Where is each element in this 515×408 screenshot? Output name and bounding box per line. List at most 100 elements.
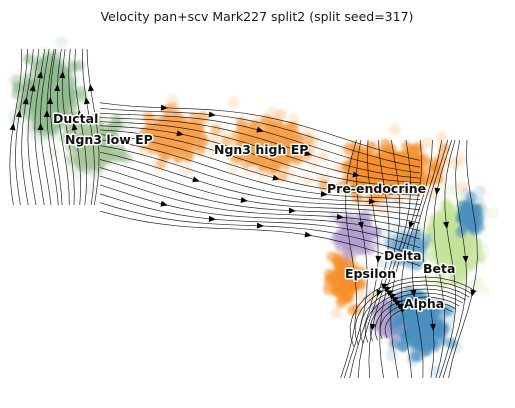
cell-point (247, 151, 259, 163)
cell-point (366, 161, 378, 172)
cell-point (207, 132, 220, 145)
cell-point (378, 256, 391, 269)
stream-arrowhead (429, 323, 436, 331)
stream-arrowhead (304, 231, 312, 238)
velocity-streamlines (9, 48, 478, 379)
cell-point (47, 147, 59, 160)
streamline (99, 107, 421, 168)
cell-point (76, 91, 88, 103)
cell-point (122, 119, 134, 132)
cell-point (372, 176, 384, 188)
cluster-label-ductal: Ductal (53, 111, 98, 126)
cell-point (55, 36, 68, 49)
cell-point (227, 96, 240, 108)
cell-point (487, 207, 500, 220)
cell-point (272, 118, 284, 130)
cell-point (236, 120, 247, 132)
cell-point (389, 123, 401, 136)
cell-point (411, 259, 423, 271)
streamline (433, 139, 453, 379)
cell-point (166, 132, 178, 144)
cell-point (385, 349, 398, 362)
cell-point (444, 253, 456, 265)
stream-arrowhead (442, 221, 449, 229)
cell-point (389, 337, 401, 349)
cell-point (330, 306, 343, 319)
stream-arrowhead (176, 130, 184, 137)
streamline (99, 159, 421, 217)
stream-arrowhead (375, 255, 382, 263)
cell-point (436, 259, 448, 270)
stream-arrowhead (15, 110, 22, 118)
cell-point (260, 158, 272, 170)
cell-point (75, 118, 87, 130)
stream-arrowhead (336, 213, 344, 220)
streamline (99, 145, 421, 205)
cell-point (446, 337, 457, 349)
cell-point (249, 143, 261, 155)
cell-point (266, 127, 277, 139)
stream-arrowhead (83, 97, 90, 105)
streamline (340, 139, 357, 379)
cell-point (435, 247, 447, 259)
streamline (368, 139, 401, 379)
streamline (448, 139, 478, 379)
stream-arrowhead (470, 289, 477, 297)
cell-point (458, 204, 470, 216)
stream-arrowhead (208, 111, 216, 118)
stream-arrowhead (59, 71, 66, 79)
cell-point (414, 244, 426, 256)
cell-point (73, 141, 85, 153)
stream-arrowhead (391, 296, 400, 303)
stream-arrowhead (88, 84, 94, 92)
stream-arrowhead (369, 323, 376, 331)
cell-point (274, 109, 287, 122)
stream-arrowhead (389, 293, 397, 300)
cell-point (449, 273, 461, 285)
stream-arrowhead (407, 187, 414, 195)
stream-arrowhead (386, 290, 394, 296)
streamline (99, 210, 421, 267)
cell-point (464, 261, 476, 272)
cell-point (454, 153, 466, 166)
cell-point (336, 293, 348, 305)
cell-point (323, 268, 335, 280)
cluster-label-pre-endocrine: Pre-endocrine (327, 181, 426, 196)
cell-point (462, 237, 474, 249)
stream-arrowhead (357, 221, 364, 229)
stream-arrowhead (192, 176, 200, 183)
cell-point (346, 304, 358, 316)
cell-point (469, 253, 481, 265)
stream-arrowhead (434, 187, 441, 195)
cell-point (168, 144, 180, 155)
streamline (99, 193, 421, 249)
cell-point (301, 173, 314, 186)
streamline (99, 125, 421, 188)
cell-point (11, 88, 23, 100)
stream-arrowhead (410, 289, 417, 297)
stream-arrowhead (43, 110, 50, 118)
streamline (56, 48, 70, 206)
stream-arrowhead (272, 174, 280, 181)
streamline (99, 175, 421, 232)
cell-point (389, 323, 401, 335)
cell-point (441, 182, 454, 195)
stream-arrowhead (397, 303, 405, 310)
cell-point (396, 171, 408, 183)
cell-point (421, 333, 433, 345)
stream-arrowhead (380, 283, 389, 290)
cell-point (220, 135, 232, 147)
cell-point (22, 53, 34, 65)
streamline (49, 48, 63, 206)
cell-point (341, 161, 353, 173)
stream-arrowhead (408, 221, 415, 229)
cell-point (337, 277, 349, 289)
stream-arrowhead (402, 255, 409, 263)
cell-point (342, 173, 354, 185)
stream-arrowhead (29, 84, 36, 92)
cluster-labels: Ductal Ngn3 low EP Ngn3 high EP Pre-endocri… (52, 110, 457, 313)
stream-arrowhead (22, 97, 29, 105)
cell-point (387, 303, 399, 315)
cell-point (351, 191, 363, 203)
